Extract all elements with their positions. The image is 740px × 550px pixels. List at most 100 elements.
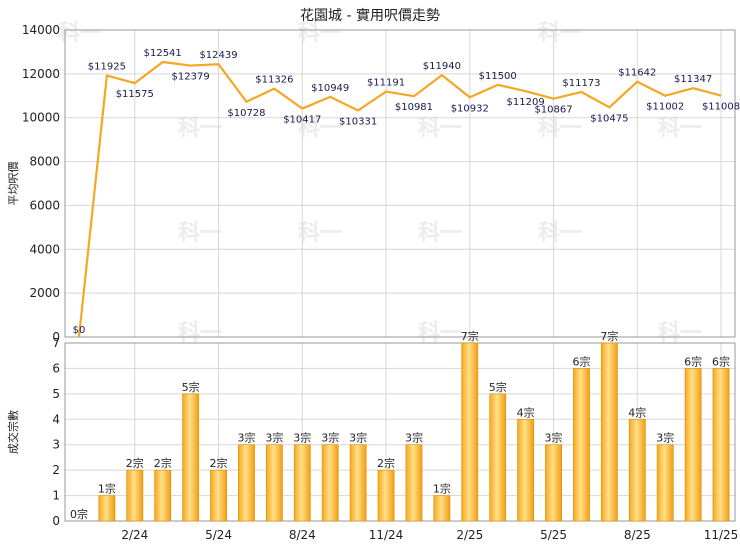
x-tick-label: 5/25: [540, 528, 567, 542]
transaction-bar: [321, 444, 339, 522]
watermark-text: 科一: [178, 321, 222, 346]
price-data-label: $11173: [562, 78, 600, 89]
bar-data-label: 4宗: [628, 405, 646, 419]
price-data-label: $10981: [395, 102, 433, 113]
bar-data-label: 1宗: [98, 482, 116, 496]
transaction-bar: [712, 368, 730, 522]
bar-data-label: 2宗: [377, 456, 395, 470]
line-chart-panel: 0 2000 4000 6000 8000 10000 12000 14000 平均呎價 $0 $1…: [6, 23, 740, 344]
bar-chart-panel: 0 1 2 3 4 5 6 7 2/24 5/24 8/24 11/24 2/25 5/25 8/25 11/…: [6, 329, 738, 542]
price-data-label: $10932: [451, 103, 489, 114]
price-data-label: $12439: [199, 50, 237, 61]
price-data-label: $11642: [618, 68, 656, 79]
price-data-label: $10417: [283, 115, 321, 126]
transaction-bar: [377, 469, 395, 522]
line-y-tick-label: 14000: [22, 23, 60, 37]
bar-data-label: 7宗: [600, 329, 618, 343]
watermark-text: 科一: [658, 116, 702, 141]
line-y-tick-label: 8000: [29, 155, 60, 169]
line-y-axis-label: 平均呎價: [6, 162, 20, 206]
watermark-text: 科一: [538, 221, 582, 246]
x-tick-label: 11/24: [369, 528, 404, 542]
bar-data-label: 5宗: [182, 380, 200, 394]
line-y-tick-label: 12000: [22, 67, 60, 81]
bar-data-label: 3宗: [405, 431, 423, 445]
bar-data-label: 2宗: [154, 456, 172, 470]
bar-y-tick-label: 4: [52, 412, 60, 426]
watermark-text: 科一: [178, 221, 222, 246]
price-data-label: $11209: [507, 97, 545, 108]
transaction-bar: [600, 342, 618, 522]
bar-data-label: 3宗: [349, 431, 367, 445]
price-data-label: $10331: [339, 116, 377, 127]
bar-y-tick-label: 1: [52, 489, 60, 503]
transaction-bar: [573, 368, 590, 522]
price-data-label: $0: [73, 325, 86, 336]
price-data-label: $12379: [172, 72, 210, 83]
watermark-text: 科一: [658, 321, 702, 346]
price-data-label: $10949: [311, 83, 349, 94]
watermark-text: 科一: [538, 116, 582, 141]
transaction-bar: [405, 444, 423, 522]
transaction-bar: [545, 444, 562, 522]
transaction-bar: [210, 469, 227, 522]
transaction-bar: [154, 469, 172, 522]
bar-y-tick-label: 3: [52, 438, 60, 452]
watermark-text: 科一: [418, 116, 462, 141]
transaction-bar: [98, 495, 116, 522]
transaction-bar: [238, 444, 255, 522]
line-plot-frame: [64, 29, 736, 338]
line-y-tick-label: 6000: [29, 198, 60, 212]
transaction-bar: [461, 342, 479, 522]
transaction-bar: [126, 469, 144, 522]
price-series-line: [77, 60, 722, 338]
price-data-label: $11008: [702, 102, 740, 113]
bar-data-label: 4宗: [517, 405, 535, 419]
bar-y-tick-label: 6: [52, 361, 60, 375]
price-data-label: $11326: [255, 75, 293, 86]
transaction-bar: [656, 444, 674, 522]
line-y-tick-label: 4000: [29, 242, 60, 256]
x-tick-label: 11/25: [704, 528, 739, 542]
price-data-label: $10475: [590, 113, 628, 124]
bar-data-label: 2宗: [126, 456, 144, 470]
transaction-bar: [489, 393, 507, 522]
bar-data-label: 6宗: [684, 354, 702, 368]
price-data-label: $11925: [88, 62, 126, 73]
price-data-label: $11347: [674, 74, 712, 85]
x-tick-label: 5/24: [205, 528, 232, 542]
bar-data-label: 3宗: [265, 431, 283, 445]
bar-data-label: 2宗: [210, 456, 228, 470]
line-y-tick-label: 10000: [22, 111, 60, 125]
bar-data-label: 3宗: [321, 431, 339, 445]
transaction-bar: [628, 418, 646, 522]
price-data-label: $11575: [116, 89, 154, 100]
bar-y-tick-label: 2: [52, 463, 60, 477]
x-tick-label: 8/25: [624, 528, 651, 542]
bar-data-label: 3宗: [237, 431, 255, 445]
watermark-text: 科一: [178, 116, 222, 141]
watermark-text: 科一: [298, 116, 342, 141]
bar-plot-frame: [64, 342, 736, 522]
x-tick-label: 2/24: [121, 528, 148, 542]
price-data-label: $11191: [367, 78, 405, 89]
x-tick-label: 8/24: [289, 528, 316, 542]
transaction-bar: [293, 444, 311, 522]
bar-data-label: 3宗: [656, 431, 674, 445]
bar-data-label: 3宗: [293, 431, 311, 445]
bar-y-tick-label: 7: [52, 336, 60, 350]
bar-data-label: 1宗: [433, 482, 451, 496]
price-data-label: $12541: [144, 48, 182, 59]
bar-data-label: 6宗: [712, 354, 730, 368]
transaction-bar: [684, 368, 702, 522]
watermark-text: 科一: [538, 21, 582, 46]
price-data-label: $11002: [646, 102, 684, 113]
transaction-bar: [433, 495, 451, 522]
bar-y-tick-label: 0: [52, 514, 60, 528]
transaction-bar: [265, 444, 283, 522]
watermark-text: 科一: [418, 321, 462, 346]
price-data-label: $11500: [479, 71, 517, 82]
